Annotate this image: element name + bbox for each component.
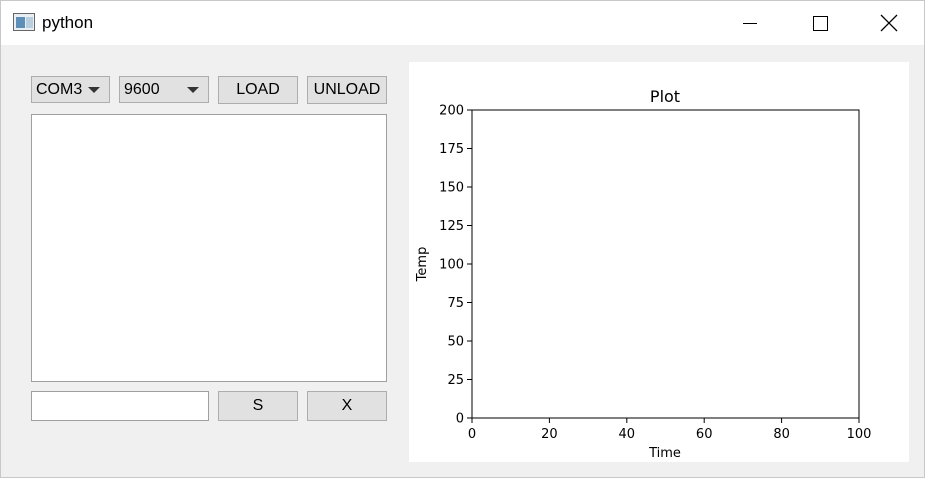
x-tick-label: 80 <box>773 427 790 442</box>
unload-button[interactable]: UNLOAD <box>307 76 387 104</box>
plot-svg: Plot 0 20 40 60 80 100 0 25 50 75 100 125 150 175 200… <box>415 87 872 461</box>
x-tick-label: 60 <box>696 427 713 442</box>
baud-rate-select[interactable]: 9600 <box>119 76 209 103</box>
y-tick-label: 125 <box>439 219 464 234</box>
maximize-icon <box>812 15 828 31</box>
x-tick-label: 0 <box>468 427 476 442</box>
y-tick-label: 25 <box>447 373 464 388</box>
window-title: python <box>42 13 94 32</box>
y-tick-label: 150 <box>439 181 464 196</box>
plot-title: Plot <box>650 87 680 106</box>
y-tick-label: 100 <box>439 258 464 273</box>
send-button[interactable]: S <box>218 391 298 421</box>
x-tick-label: 40 <box>619 427 636 442</box>
chevron-down-icon <box>187 87 199 93</box>
plot-axes-frame <box>471 109 860 419</box>
x-tick-label: 100 <box>847 427 872 442</box>
y-tick-label: 175 <box>439 142 464 157</box>
plot-canvas: Plot 0 20 40 60 80 100 0 25 50 75 100 125 150 175 200… <box>409 62 909 462</box>
close-icon <box>880 14 898 32</box>
y-tick-label: 75 <box>447 296 464 311</box>
y-tick-label: 50 <box>447 335 464 350</box>
maximize-button[interactable] <box>785 1 855 45</box>
minimize-icon <box>743 22 757 24</box>
baud-rate-select-value: 9600 <box>124 81 160 98</box>
send-input[interactable] <box>31 391 209 421</box>
close-button[interactable] <box>854 1 924 45</box>
y-tick-label: 0 <box>456 412 464 427</box>
x-axis-label: Time <box>648 446 681 461</box>
minimize-button[interactable] <box>715 1 785 45</box>
y-axis-label: Temp <box>415 247 430 283</box>
serial-output-area[interactable] <box>31 114 387 382</box>
app-window-icon <box>13 13 35 31</box>
chevron-down-icon <box>88 87 100 93</box>
port-select[interactable]: COM3 <box>31 76 110 103</box>
clear-button[interactable]: X <box>307 391 387 421</box>
port-select-value: COM3 <box>36 81 83 98</box>
y-tick-label: 200 <box>439 104 464 119</box>
title-bar[interactable]: python <box>1 1 924 45</box>
load-button[interactable]: LOAD <box>218 76 298 104</box>
x-tick-label: 20 <box>541 427 558 442</box>
